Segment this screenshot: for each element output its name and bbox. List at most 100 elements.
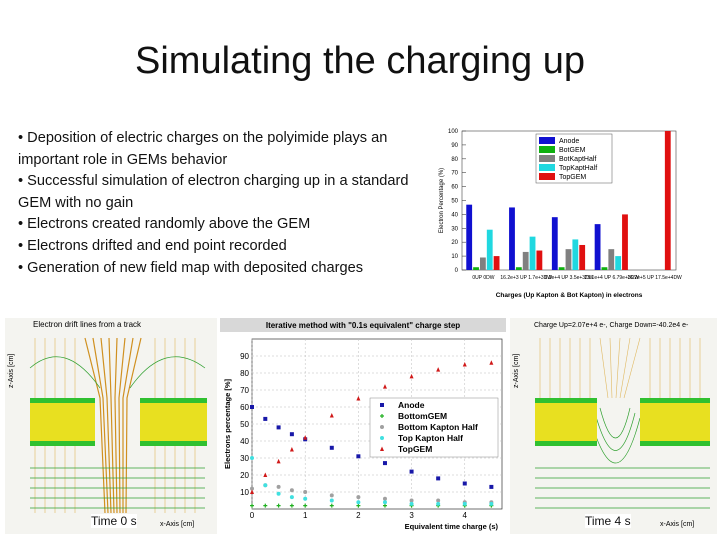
x-tick-label: 0 [250,511,255,520]
y-tick-label: 90 [451,143,458,149]
chart-title: Iterative method with "0.1s equivalent" … [266,321,460,330]
y-tick-label: 100 [448,129,459,135]
electrode [535,398,597,403]
data-point [409,498,414,503]
y-tick-label: 30 [240,454,249,463]
x-axis-label: Charges (Up Kapton & Bot Kapton) in elec… [496,292,643,299]
y-tick-label: 80 [240,369,249,378]
x-tick-label: 3 [409,511,414,520]
legend-swatch [539,173,555,180]
simulation-image: Electron drift lines from a track z-Axis… [5,318,217,534]
y-tick-label: 70 [451,171,458,177]
data-point [329,503,334,508]
bar [594,224,601,270]
x-tick-label: 16.2e+5 UP 17.5e+4DW [627,275,682,281]
data-point [409,469,414,474]
electrode [140,441,207,446]
data-point [329,445,334,450]
bullet: • Generation of new field map with depos… [18,259,364,276]
bar [572,239,579,270]
gem-block [640,398,710,446]
y-tick-label: 80 [451,157,458,163]
image-x-label: x-Axis [cm] [160,521,194,528]
data-point [303,435,308,440]
data-point [263,416,268,421]
data-point [356,454,361,459]
data-point [380,436,384,440]
data-point [329,498,334,503]
legend-label: Top Kapton Half [398,433,463,443]
data-point [489,484,494,489]
bar [551,217,558,270]
field-lines [29,356,206,509]
x-tick-label: 4 [463,511,468,520]
legend-label: BottomGEM [398,411,447,421]
data-point [276,425,281,430]
y-tick-label: 90 [240,352,249,361]
drift-lines [539,337,701,399]
y-tick-label: 40 [451,212,458,218]
bar [622,214,628,270]
bar [473,267,479,270]
data-point [409,373,414,379]
data-point [356,396,361,401]
bar-chart: Electron Percentage (%) 0 10 20 30 40 50 60 70 80… [439,129,682,299]
legend-swatch [539,137,555,144]
data-point [462,501,467,506]
bullet: • Electrons created randomly above the G… [18,216,311,233]
bar [664,131,671,270]
electrode [640,441,710,446]
data-point [289,432,294,437]
x-tick-label: 0UP 0DW [472,275,494,281]
bar [565,249,572,270]
bar [493,256,500,270]
data-point [382,384,387,389]
bar [608,249,615,270]
data-point [250,456,254,460]
image-title: Charge Up=2.07e+4 e-, Charge Down=-40.2e… [534,322,689,329]
data-point [276,458,281,464]
caption: Time 4 s [585,514,631,528]
data-point [380,403,384,407]
bullet: • Electrons drifted and end point record… [18,237,287,254]
data-point [462,481,467,486]
x-tick-label: 2 [356,511,361,520]
bar [486,229,493,270]
y-tick-label: 0 [455,268,459,274]
data-point [356,495,361,500]
bar [536,250,543,270]
simulation-image: Charge Up=2.07e+4 e-, Charge Down=-40.2e… [510,318,717,534]
image-y-label: z-Axis [cm] [513,354,520,388]
data-point [382,496,387,501]
legend-label: Anode [398,400,425,410]
data-point [303,490,308,494]
data-point [436,476,441,481]
y-tick-label: 70 [240,386,249,395]
bar [529,236,536,270]
caption: Time 0 s [91,514,137,528]
data-point [329,493,334,498]
data-point [382,503,387,508]
x-axis-label: Equivalent time charge (s) [405,522,499,531]
bar [558,267,565,270]
data-point [276,503,281,508]
data-point [250,405,254,409]
bullet: • Deposition of electric charges on the … [18,130,388,168]
data-point [289,488,294,493]
gem-block [30,398,95,446]
data-point [276,484,281,489]
y-tick-label: 40 [240,437,249,446]
y-tick-label: 20 [240,471,249,480]
bullet: • Successful simulation of electron char… [18,173,409,211]
electrode [30,398,95,403]
legend-label: BotGEM [559,147,586,154]
y-tick-label: 50 [451,199,458,205]
data-point [250,503,254,508]
y-axis-label: Electrons percentage [%] [223,378,232,469]
legend-label: Bottom Kapton Half [398,422,478,432]
data-point [250,489,254,494]
data-point [462,362,467,367]
title-bar [220,318,506,332]
slide-title: Simulating the charging up [135,40,585,82]
gem-block [140,398,207,446]
